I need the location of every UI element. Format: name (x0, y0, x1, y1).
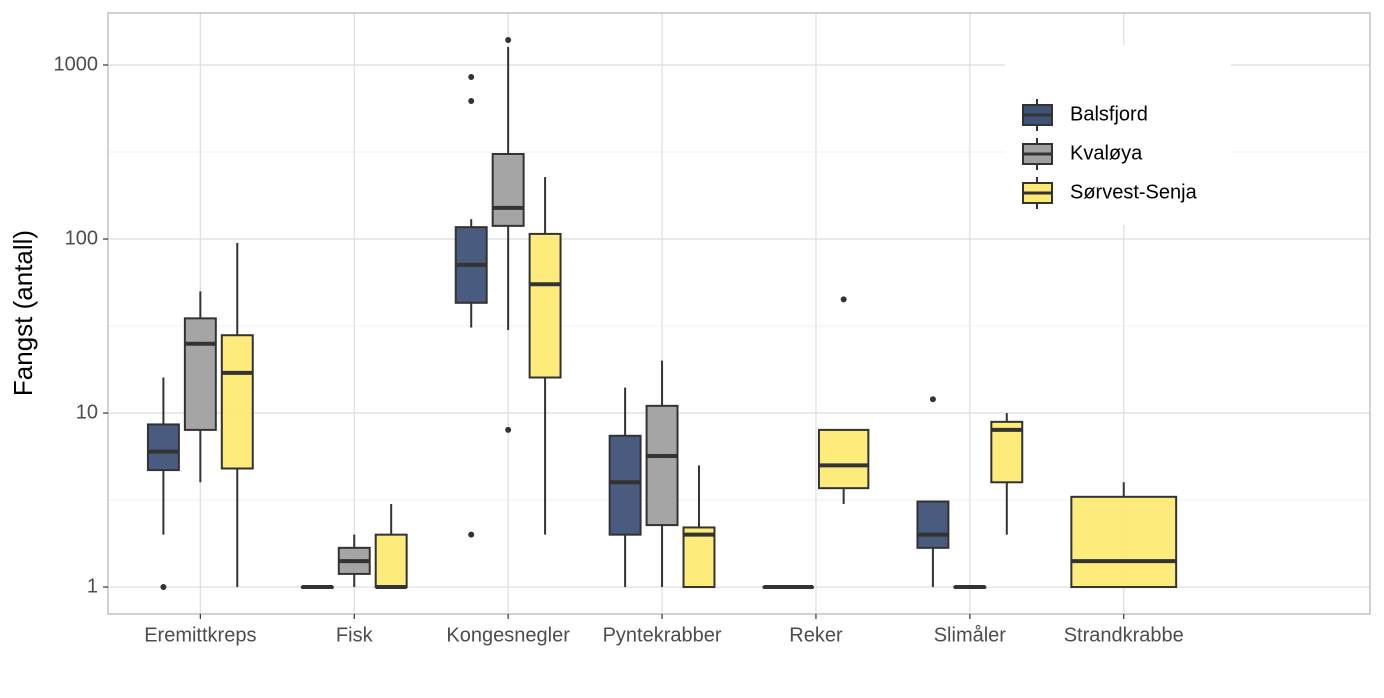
x-tick-label: Slimåler (934, 624, 1007, 646)
axes: 1 10 100 1000 Eremittkreps Fisk Kongesnegler Py… (54, 53, 1184, 646)
box (1070, 495, 1178, 589)
outlier (468, 531, 475, 538)
x-tick-label: Eremittkreps (144, 624, 256, 646)
outlier (929, 396, 936, 403)
outlier (160, 584, 167, 591)
box (146, 423, 180, 472)
legend-label: Sørvest-Senja (1070, 181, 1198, 203)
box (220, 334, 254, 470)
y-tick-label: 10 (76, 401, 98, 423)
x-tick-label: Kongesnegler (446, 624, 570, 646)
box (682, 526, 716, 589)
outlier (840, 296, 847, 303)
box (817, 428, 870, 490)
y-tick-label: 1000 (54, 53, 99, 75)
box (374, 533, 408, 589)
y-tick-label: 1 (87, 575, 98, 597)
legend: Balsfjord Kvaløya Sørvest-Senja (1005, 45, 1231, 225)
x-tick-label: Fisk (336, 624, 374, 646)
x-tick-label: Strandkrabbe (1064, 624, 1184, 646)
box (916, 500, 950, 549)
box (183, 317, 217, 431)
y-tick-label: 100 (65, 227, 98, 249)
outlier (468, 74, 475, 81)
legend-label: Balsfjord (1070, 103, 1148, 125)
outlier (505, 37, 512, 44)
panel-border (107, 12, 1371, 615)
box (645, 404, 679, 527)
box (990, 420, 1024, 484)
box (528, 232, 562, 379)
box (491, 153, 525, 227)
x-tick-label: Reker (789, 624, 843, 646)
outlier (505, 426, 512, 433)
x-tick-label: Pyntekrabber (603, 624, 722, 646)
boxes (146, 37, 1178, 591)
outlier (468, 98, 475, 105)
legend-label: Kvaløya (1070, 142, 1143, 164)
y-axis-title: Fangst (antall) (8, 230, 38, 396)
box (608, 434, 642, 536)
